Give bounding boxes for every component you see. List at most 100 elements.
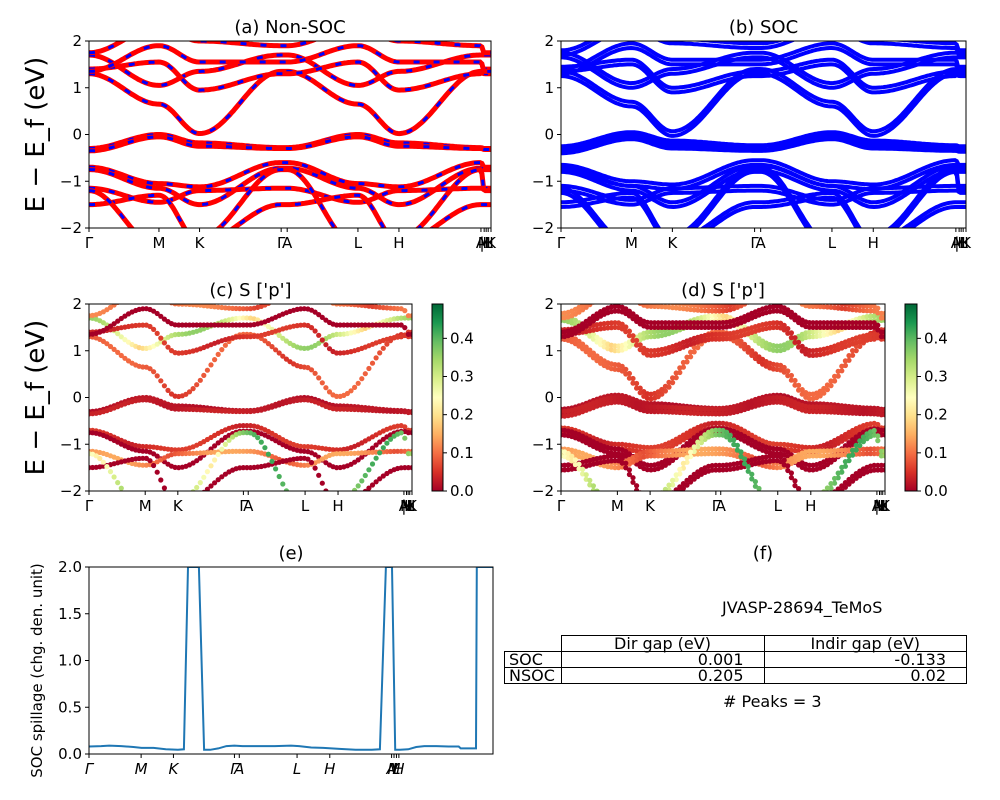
scatter-point	[233, 322, 239, 328]
scatter-point	[749, 476, 755, 482]
scatter-point	[118, 334, 124, 340]
scatter-point	[853, 442, 859, 448]
scatter-point	[626, 451, 633, 457]
scatter-point	[800, 297, 805, 302]
scatter-point	[215, 351, 221, 357]
scatter-point	[760, 492, 765, 497]
scatter-point	[835, 324, 841, 330]
scatter-point	[583, 472, 589, 478]
x-tick-label: L	[301, 497, 310, 515]
scatter-point	[201, 322, 207, 328]
scatter-point	[384, 440, 390, 446]
scatter-point	[634, 299, 639, 304]
colorbar-tick-label: 0.0	[924, 482, 948, 500]
scatter-point	[359, 376, 365, 382]
scatter-point	[334, 350, 340, 356]
scatter-point	[785, 503, 790, 508]
scatter-point	[655, 324, 661, 330]
scatter-point	[594, 293, 599, 298]
scatter-point	[860, 320, 867, 326]
scatter-point	[194, 484, 200, 491]
scatter-point	[337, 322, 343, 328]
scatter-point	[785, 288, 790, 293]
scatter-point	[752, 479, 759, 485]
scatter-point	[348, 492, 353, 497]
scatter-point	[312, 370, 318, 376]
scatter-point	[875, 467, 881, 473]
scatter-point	[882, 412, 885, 418]
scatter-point	[359, 454, 365, 460]
scatter-point	[144, 287, 149, 292]
scatter-point	[265, 451, 271, 457]
scatter-point	[111, 474, 117, 480]
scatter-point	[583, 344, 589, 350]
panel-title: (f)	[753, 543, 773, 564]
scatter-point	[842, 320, 849, 326]
scatter-point	[295, 504, 300, 509]
scatter-point	[377, 350, 383, 356]
scatter-point	[774, 290, 779, 295]
scatter-point	[158, 503, 163, 508]
scatter-point	[637, 385, 643, 391]
x-tick-label: L	[774, 497, 783, 515]
band-line-soc	[561, 55, 966, 90]
panel-title: (b) SOC	[729, 17, 798, 38]
scatter-point	[398, 322, 404, 328]
scatter-point	[663, 491, 668, 496]
scatter-point	[832, 475, 838, 482]
scatter-point	[864, 451, 870, 457]
scatter-point	[806, 408, 813, 415]
scatter-point	[785, 293, 790, 298]
scatter-point	[359, 492, 364, 497]
scatter-point	[623, 287, 628, 292]
scatter-point	[857, 320, 863, 326]
scatter-point	[691, 320, 697, 326]
scatter-point	[767, 501, 772, 506]
material-id-label: JVASP-28694_TeMoS	[722, 598, 883, 617]
band-line-nonsoc	[89, 192, 491, 228]
scatter-point	[684, 354, 690, 360]
band-line-soc	[561, 165, 966, 228]
panel-title: (c) S ['p']	[209, 280, 291, 301]
x-tick-label: M	[388, 760, 401, 778]
scatter-point	[627, 289, 632, 294]
scatter-point	[666, 498, 671, 503]
scatter-point	[684, 324, 690, 330]
scatter-point	[652, 409, 658, 415]
y-tick-label: −1	[60, 435, 82, 453]
scatter-point	[198, 493, 203, 498]
scatter-point	[308, 459, 315, 466]
scatter-point	[190, 322, 196, 328]
scatter-point	[212, 457, 218, 463]
scatter-point	[698, 320, 705, 326]
scatter-point	[194, 382, 200, 388]
scatter-point	[155, 504, 160, 509]
scatter-point	[868, 320, 874, 326]
scatter-point	[219, 446, 225, 452]
scatter-point	[799, 387, 805, 393]
y-tick-label: −2	[60, 219, 82, 237]
scatter-point	[745, 464, 751, 470]
scatter-point	[179, 322, 185, 328]
scatter-point	[384, 322, 390, 328]
scatter-point	[295, 288, 300, 293]
scatter-point	[619, 321, 625, 327]
scatter-point	[137, 288, 142, 293]
scatter-point	[788, 309, 795, 315]
scatter-point	[233, 408, 239, 415]
scatter-point	[659, 497, 664, 502]
scatter-point	[738, 338, 744, 344]
scatter-point	[409, 313, 412, 319]
scatter-point	[680, 359, 687, 366]
scatter-point	[752, 351, 759, 357]
scatter-point	[691, 471, 697, 477]
scatter-point	[713, 427, 719, 433]
scatter-point	[785, 463, 791, 469]
scatter-point	[796, 339, 802, 345]
table-row-label: SOC	[504, 651, 562, 668]
y-tick-label: 0	[72, 126, 82, 144]
scatter-point	[111, 346, 117, 352]
scatter-point	[409, 331, 412, 337]
scatter-point	[875, 438, 881, 444]
scatter-point	[630, 333, 636, 339]
